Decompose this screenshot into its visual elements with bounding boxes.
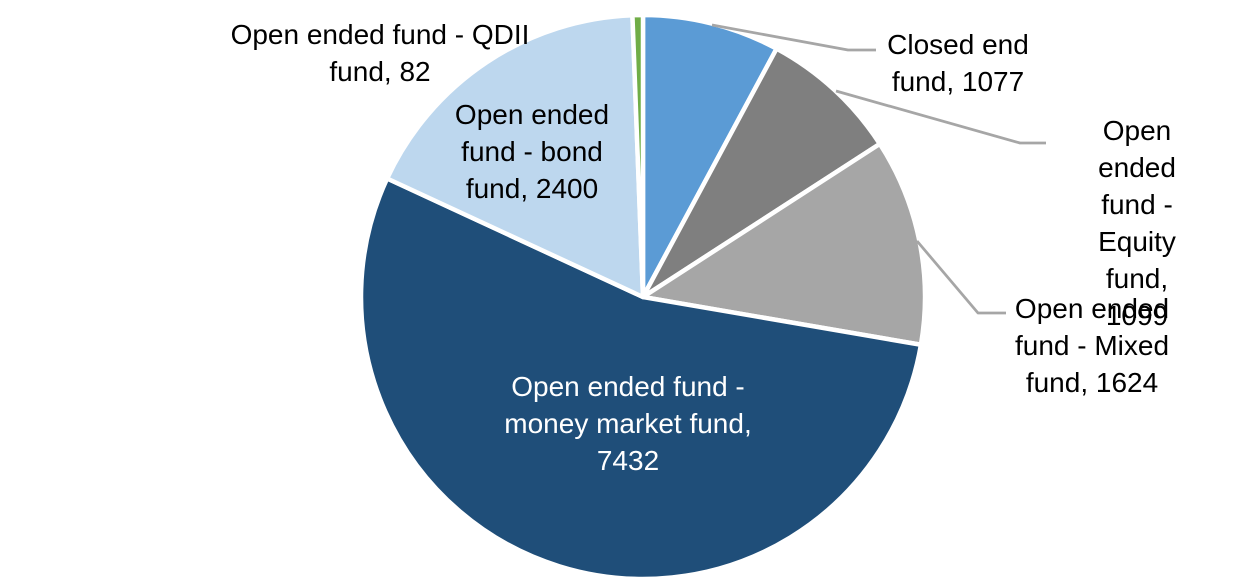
leader-line-equity-fund <box>835 89 1046 145</box>
label-mixed-fund: Open ended fund - Mixed fund, 1624 <box>1014 293 1170 398</box>
label-qdii-fund: Open ended fund - QDII fund, 82 <box>230 19 530 87</box>
leader-line-closed-end-fund <box>711 23 876 52</box>
pie-slice-open-ended-fund-money-market-fund <box>358 176 924 582</box>
pie-slice-open-ended-fund-bond-fund <box>384 12 646 300</box>
label-equity-fund: Open ended fund - Equity fund, 1099 <box>1098 115 1176 331</box>
pie-slice-open-ended-fund-equity-fund <box>640 46 883 300</box>
leader-lines <box>711 23 1046 315</box>
pie-slice-open-ended-fund-qdii-fund <box>630 12 646 300</box>
pie-slice-open-ended-fund-mixed-fund <box>640 141 928 348</box>
label-money-market-fund: Open ended fund - money market fund, 743… <box>504 371 752 476</box>
label-bond-fund: Open ended fund - bond fund, 2400 <box>454 99 610 204</box>
pie-slice-closed-end-fund <box>640 12 779 300</box>
label-closed-end-fund: Closed end fund, 1077 <box>887 29 1029 97</box>
pie-slices <box>358 12 928 582</box>
leader-line-mixed-fund <box>915 240 1006 315</box>
